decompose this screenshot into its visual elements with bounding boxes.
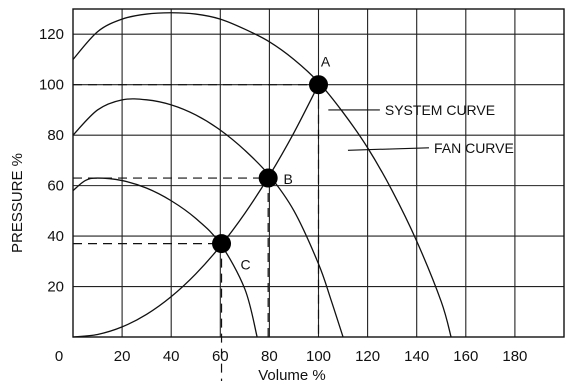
fan-curve-annotation: FAN CURVE [434,140,514,156]
x-tick-label: 60 [212,348,229,365]
y-tick-label: 80 [47,127,64,144]
x-tick-label: 40 [163,348,180,365]
y-tick-label: 20 [47,279,64,296]
y-tick-label: 120 [39,26,64,43]
operating-point-c [212,234,232,254]
y-tick-label: 100 [39,77,64,94]
y-tick-label: 60 [47,178,64,195]
x-tick-label: 0 [55,348,63,365]
y-axis-label: PRESSURE % [9,153,26,253]
y-tick-label: 40 [47,228,64,245]
system-curve [72,84,320,338]
point-label-b: B [284,171,293,187]
operating-point-a [309,75,328,95]
x-tick-label: 140 [404,348,429,365]
x-tick-label: 100 [306,348,331,365]
fan-curve-100 [72,12,452,338]
x-axis-label: Volume % [258,367,326,384]
plot-frame [72,8,565,338]
x-tick-label: 180 [502,348,527,365]
point-label-c: C [240,257,250,273]
x-tick-label: 80 [261,348,278,365]
operating-point-b [258,168,278,188]
point-label-a: A [321,54,331,70]
x-tick-label: 120 [355,348,380,365]
fan-curve-80 [72,98,344,338]
system-curve-annotation: SYSTEM CURVE [385,102,495,118]
fan-curve-60 [72,177,258,338]
x-tick-label: 20 [114,348,131,365]
x-tick-label: 160 [453,348,478,365]
annotation-leader-line [347,147,429,151]
